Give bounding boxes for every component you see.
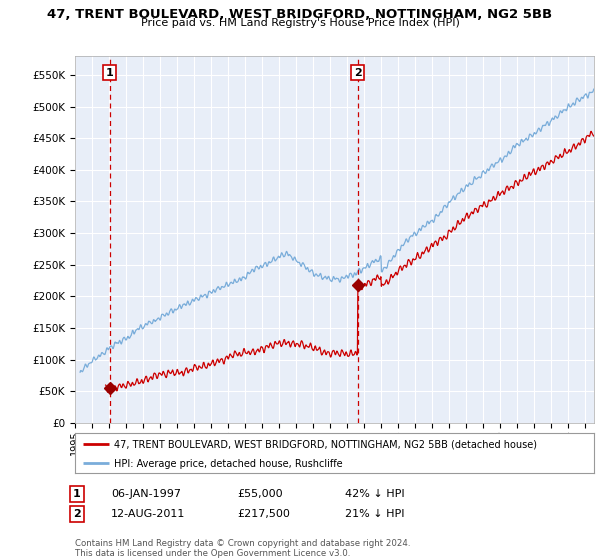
Text: £217,500: £217,500 (237, 509, 290, 519)
Text: 42% ↓ HPI: 42% ↓ HPI (345, 489, 404, 499)
Text: 06-JAN-1997: 06-JAN-1997 (111, 489, 181, 499)
Text: 47, TRENT BOULEVARD, WEST BRIDGFORD, NOTTINGHAM, NG2 5BB (detached house): 47, TRENT BOULEVARD, WEST BRIDGFORD, NOT… (114, 439, 537, 449)
Text: 1: 1 (73, 489, 80, 499)
Text: 1: 1 (106, 68, 113, 77)
Text: Contains HM Land Registry data © Crown copyright and database right 2024.
This d: Contains HM Land Registry data © Crown c… (75, 539, 410, 558)
Text: 2: 2 (73, 509, 80, 519)
Text: Price paid vs. HM Land Registry's House Price Index (HPI): Price paid vs. HM Land Registry's House … (140, 18, 460, 29)
Text: 21% ↓ HPI: 21% ↓ HPI (345, 509, 404, 519)
Text: 47, TRENT BOULEVARD, WEST BRIDGFORD, NOTTINGHAM, NG2 5BB: 47, TRENT BOULEVARD, WEST BRIDGFORD, NOT… (47, 8, 553, 21)
Text: 2: 2 (354, 68, 362, 77)
Text: £55,000: £55,000 (237, 489, 283, 499)
Text: 12-AUG-2011: 12-AUG-2011 (111, 509, 185, 519)
Text: HPI: Average price, detached house, Rushcliffe: HPI: Average price, detached house, Rush… (114, 459, 343, 469)
